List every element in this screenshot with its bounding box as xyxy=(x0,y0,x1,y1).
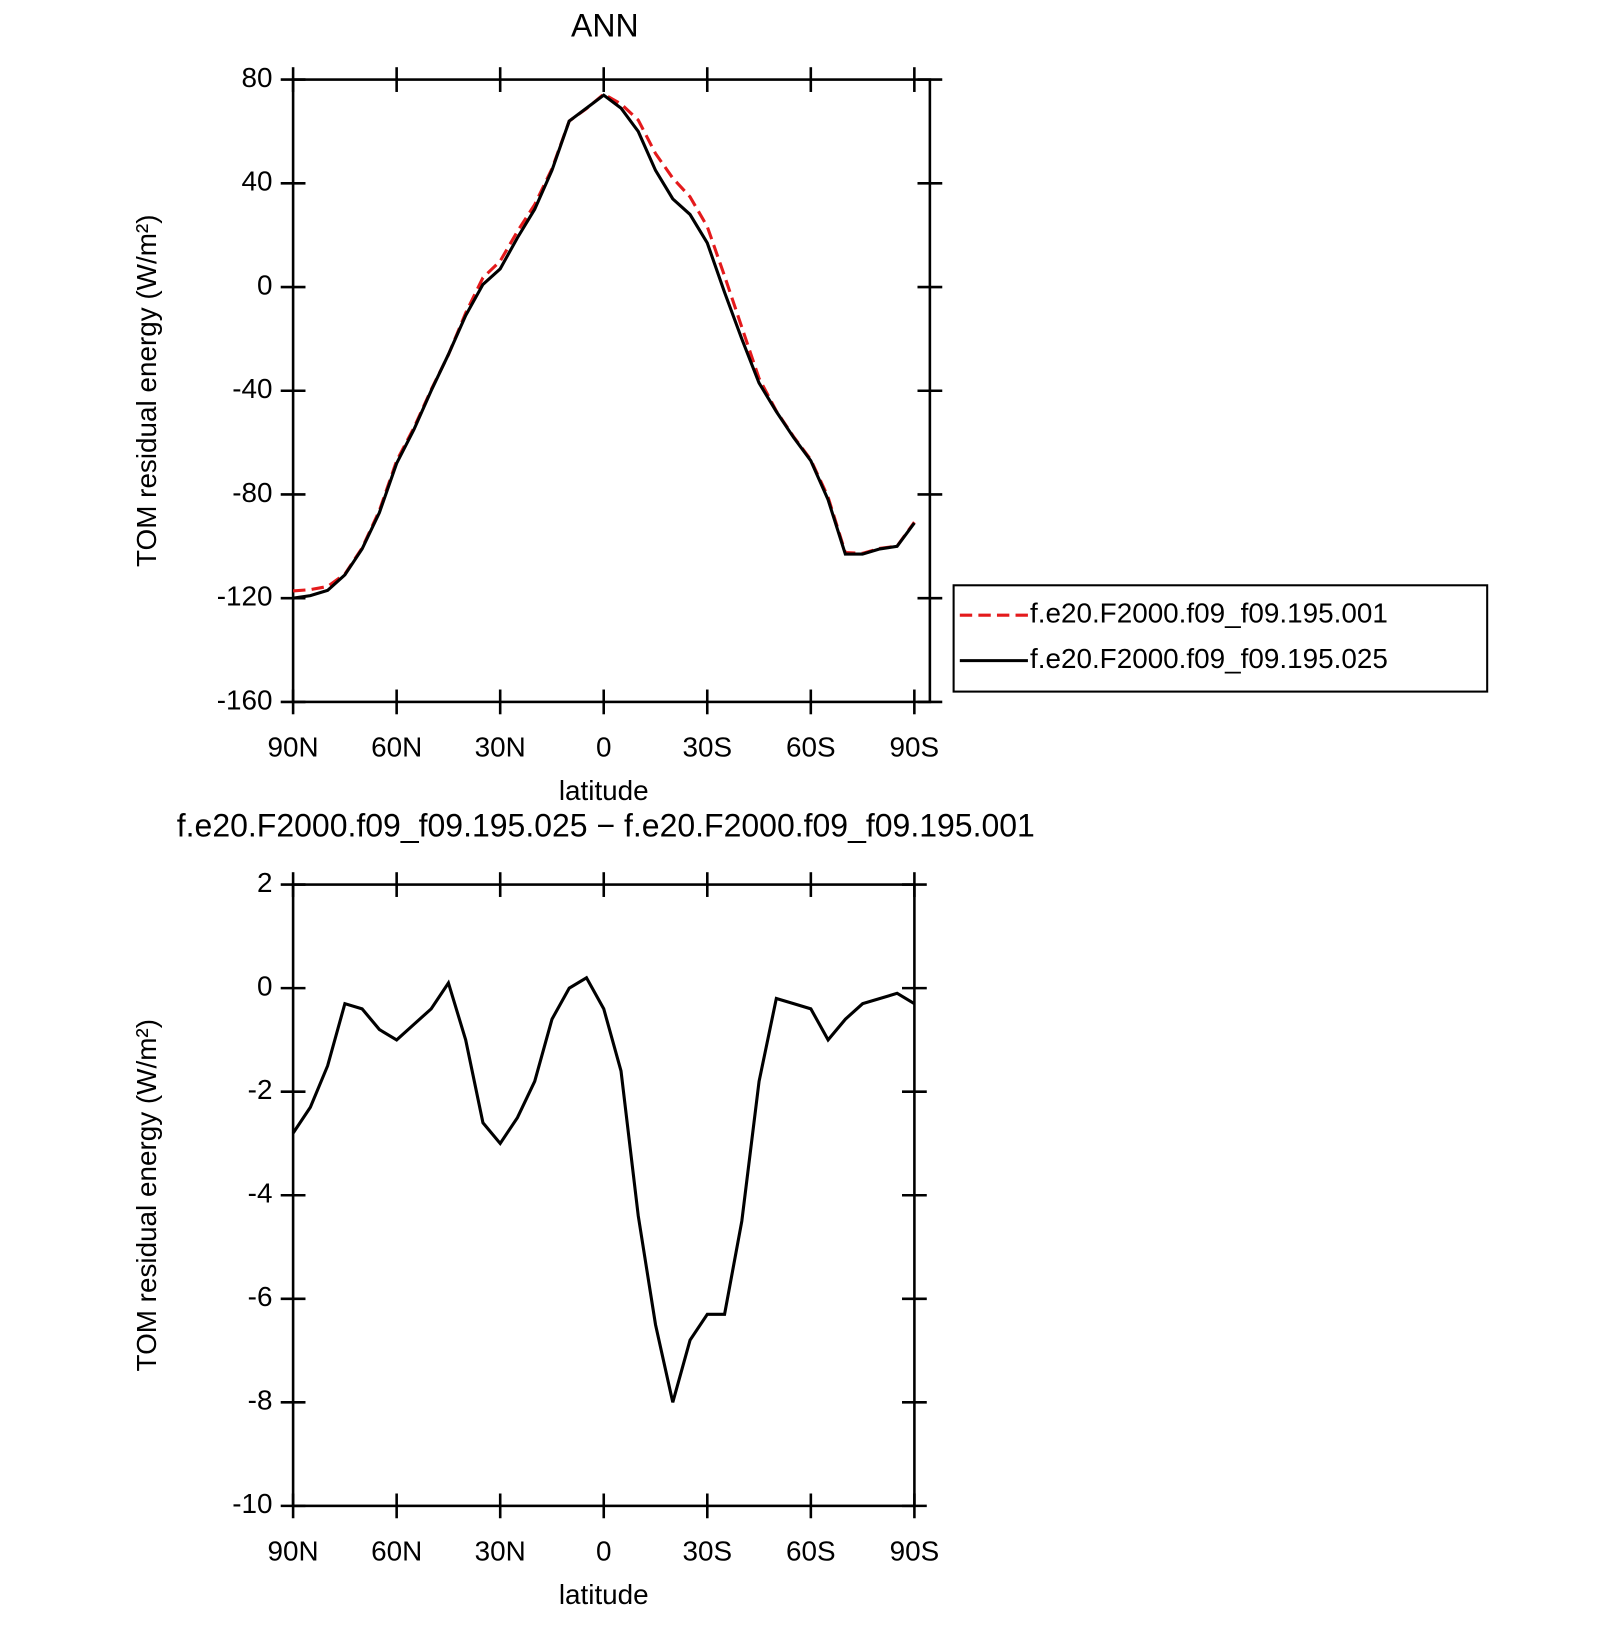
legend-box xyxy=(952,584,1489,693)
y-tick-label: 0 xyxy=(257,970,273,1001)
x-tick-label: 90S xyxy=(890,732,940,763)
x-tick-label: 60N xyxy=(371,732,422,763)
x-tick-label: 60S xyxy=(786,732,836,763)
data-line xyxy=(292,92,916,593)
y-tick-label: 0 xyxy=(257,269,273,300)
x-tick-label: 0 xyxy=(596,732,612,763)
x-tick-label: 30N xyxy=(475,732,526,763)
chart-title: f.e20.F2000.f09_f09.195.025 − f.e20.F200… xyxy=(177,807,1035,843)
y-tick-label: -6 xyxy=(248,1281,273,1312)
legend-label: f.e20.F2000.f09_f09.195.001 xyxy=(1030,598,1388,629)
plot-frame xyxy=(291,78,932,704)
x-tick-label: 60S xyxy=(786,1536,836,1567)
y-tick-label: -10 xyxy=(232,1488,272,1519)
y-tick-label: -2 xyxy=(248,1074,273,1105)
chart-title: ANN xyxy=(571,7,639,43)
x-tick-label: 60N xyxy=(371,1536,422,1567)
y-tick-label: 80 xyxy=(241,62,272,93)
y-tick-label: -80 xyxy=(232,477,272,508)
data-line xyxy=(292,93,916,600)
x-tick-label: 90N xyxy=(268,1536,319,1567)
plot-frame xyxy=(291,883,916,1508)
x-axis-label: latitude xyxy=(559,775,649,806)
x-tick-label: 90S xyxy=(890,1536,940,1567)
y-tick-label: 2 xyxy=(257,867,273,898)
legend-label: f.e20.F2000.f09_f09.195.025 xyxy=(1030,643,1388,674)
data-line xyxy=(291,975,916,1403)
y-tick-label: -8 xyxy=(248,1385,273,1416)
y-tick-label: -120 xyxy=(217,581,273,612)
y-tick-label: -40 xyxy=(232,373,272,404)
x-tick-label: 30S xyxy=(683,1536,733,1567)
x-axis-label: latitude xyxy=(559,1579,649,1610)
y-tick-label: -160 xyxy=(217,684,273,715)
y-tick-label: -4 xyxy=(248,1178,273,1209)
x-tick-label: 0 xyxy=(596,1536,611,1567)
x-tick-label: 30N xyxy=(475,1536,526,1567)
y-axis-label: TOM residual energy (W/m²) xyxy=(131,1019,162,1371)
y-tick-label: 40 xyxy=(241,166,272,197)
x-tick-label: 30S xyxy=(682,732,732,763)
x-tick-label: 90N xyxy=(268,732,319,763)
y-axis-label: TOM residual energy (W/m²) xyxy=(131,215,162,567)
